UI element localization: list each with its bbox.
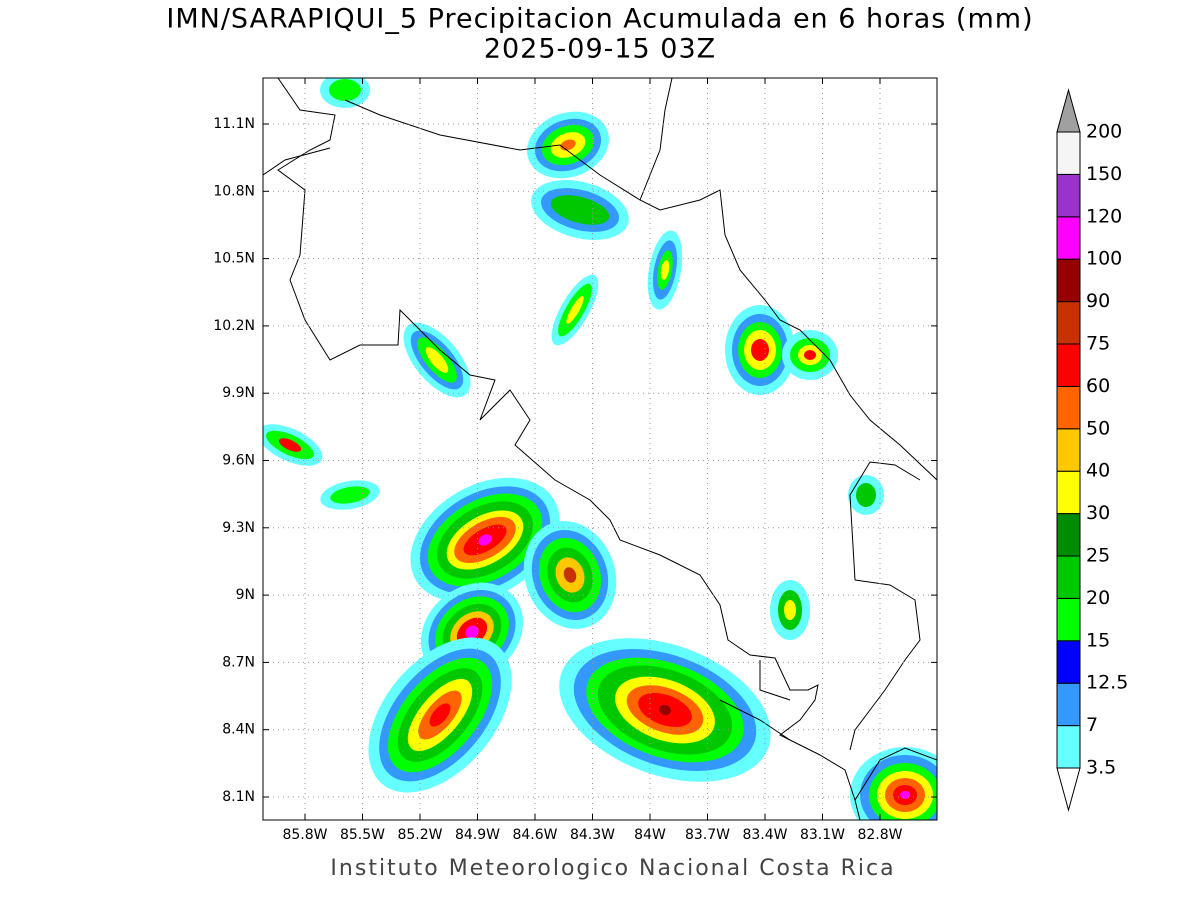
- colorbar-box: [1056, 597, 1081, 642]
- colorbar-label: 15: [1086, 629, 1110, 651]
- colorbar-label: 90: [1086, 290, 1110, 312]
- colorbar-box: [1056, 301, 1081, 345]
- colorbar-box: [1056, 513, 1081, 557]
- colorbar-box: [1056, 385, 1081, 430]
- colorbar-label: 25: [1086, 545, 1110, 567]
- colorbar-label: 20: [1086, 587, 1110, 609]
- colorbar-label: 12.5: [1086, 672, 1128, 694]
- axes: 85.8W 85.5W 85.2W 84.9W 84.6W 84.3W 84W 83.7W 83…: [213, 78, 937, 843]
- colorbar-label: 200: [1086, 121, 1122, 143]
- x-tick-label: 85.8W: [282, 827, 327, 843]
- colorbar-box: [1056, 216, 1081, 260]
- colorbar-box: [1056, 173, 1081, 218]
- y-tick-label: 8.1N: [222, 789, 255, 805]
- y-tick-label: 9.3N: [222, 520, 255, 536]
- colorbar-box: [1056, 470, 1081, 515]
- x-tick-label: 84.9W: [455, 827, 500, 843]
- footer: Instituto Meteorologico Nacional Costa R…: [330, 856, 895, 881]
- colorbar-label: 3.5: [1086, 757, 1116, 779]
- colorbar-box: [1056, 258, 1081, 303]
- title: IMN/SARAPIQUI_5 Precipitacion Acumulada …: [166, 4, 1033, 35]
- colorbar-label: 100: [1086, 248, 1122, 270]
- colorbar-label: 30: [1086, 502, 1110, 524]
- x-tick-label: 85.5W: [340, 827, 385, 843]
- colorbar-label: 7: [1086, 714, 1098, 736]
- x-tick-label: 85.2W: [397, 827, 442, 843]
- y-tick-label: 9.6N: [222, 453, 255, 469]
- precip-field: [263, 78, 937, 820]
- colorbar-label: 120: [1086, 205, 1122, 227]
- x-tick-label: 84.3W: [570, 827, 615, 843]
- colorbar-label: 50: [1086, 417, 1110, 439]
- colorbar-box: [1056, 428, 1081, 472]
- y-tick-label: 8.4N: [222, 722, 255, 738]
- colorbar-box: [1056, 555, 1081, 599]
- y-tick-label: 10.5N: [213, 251, 255, 267]
- x-tick-label: 82.8W: [857, 827, 902, 843]
- y-tick-label: 8.7N: [222, 654, 255, 670]
- colorbar-box: [1056, 131, 1081, 175]
- x-tick-label: 84W: [634, 827, 666, 843]
- x-tick-label: 83.1W: [800, 827, 845, 843]
- colorbar: 3.5 7 12.5 15 20 25 30 40 50 60 75 90 100 120 150 200: [1056, 88, 1128, 812]
- x-tick-label: 83.4W: [742, 827, 787, 843]
- colorbar-over: [1056, 88, 1081, 133]
- y-tick-label: 10.8N: [213, 183, 255, 199]
- x-tick-label: 84.6W: [512, 827, 557, 843]
- colorbar-label: 75: [1086, 333, 1110, 355]
- x-tick-label: 83.7W: [685, 827, 730, 843]
- y-tick-label: 9N: [236, 587, 255, 603]
- colorbar-box: [1056, 640, 1081, 684]
- coastline: [263, 78, 937, 820]
- colorbar-label: 40: [1086, 460, 1110, 482]
- subtitle: 2025-09-15 03Z: [484, 34, 716, 65]
- colorbar-box: [1056, 343, 1081, 387]
- grid: [263, 78, 937, 820]
- colorbar-label: 150: [1086, 163, 1122, 185]
- colorbar-label: 60: [1086, 375, 1110, 397]
- colorbar-box: [1056, 682, 1081, 727]
- colorbar-under: [1056, 767, 1081, 812]
- map-frame: [262, 77, 938, 821]
- y-tick-label: 11.1N: [213, 116, 255, 132]
- colorbar-box: [1056, 725, 1081, 769]
- y-tick-label: 9.9N: [222, 385, 255, 401]
- y-tick-label: 10.2N: [213, 318, 255, 334]
